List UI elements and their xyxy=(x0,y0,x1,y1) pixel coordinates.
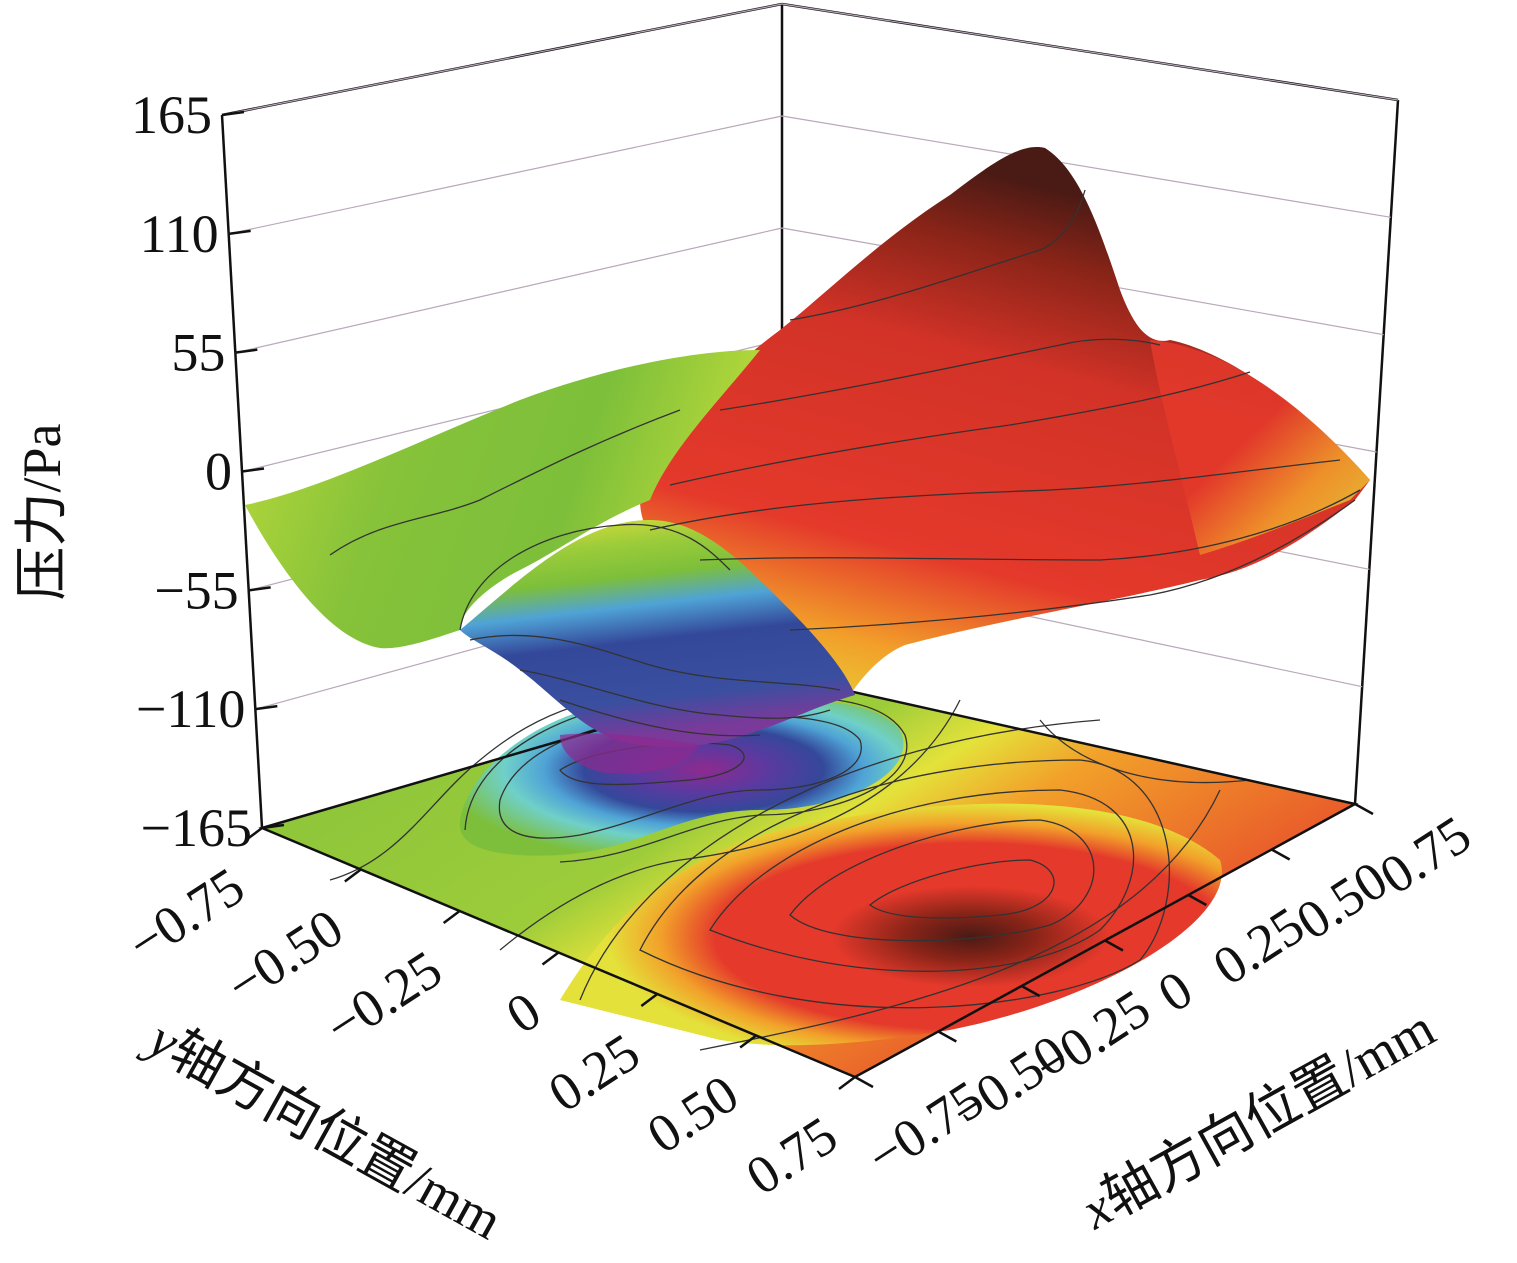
surface-left-plateau xyxy=(245,350,760,649)
z-tick-mark xyxy=(241,467,265,473)
contour-line xyxy=(789,189,1086,321)
wall-gridline xyxy=(228,115,783,235)
contour-line xyxy=(579,719,1101,1001)
contour-line xyxy=(459,523,731,631)
floor-peak-region xyxy=(560,803,1222,1046)
contour-line xyxy=(868,859,1055,919)
y-tick-mark xyxy=(838,1076,856,1090)
y-axis-title: y轴方向位置/mm xyxy=(135,1006,512,1251)
contour-line xyxy=(469,634,841,691)
x-tick-mark xyxy=(1104,939,1124,952)
contour-line xyxy=(649,459,1341,531)
contour-line xyxy=(639,759,1170,1009)
contour-line xyxy=(519,669,831,719)
x-tick-mark xyxy=(937,1030,957,1043)
z-tick-label: 55 xyxy=(171,323,225,383)
x-tick-mark xyxy=(1271,848,1291,861)
pressure-surface xyxy=(245,147,1370,774)
z-tick-mark xyxy=(248,586,271,592)
z-tick-label: −55 xyxy=(154,560,238,620)
surface-trough-bottom xyxy=(560,733,700,774)
contour-line xyxy=(329,409,681,556)
z-tick-mark xyxy=(221,110,245,117)
y-tick-mark xyxy=(640,993,659,1007)
y-axis-title-text: 轴方向位置/mm xyxy=(160,1020,512,1251)
contour-line xyxy=(699,489,1361,561)
contour-line xyxy=(464,695,908,863)
z-tick-label: −165 xyxy=(141,798,252,858)
surface-contours xyxy=(329,189,1361,737)
contour-line xyxy=(499,699,961,951)
floor-projection xyxy=(258,674,1359,1079)
contour-line xyxy=(559,699,761,737)
y-tick-mark xyxy=(442,910,461,924)
surface-right-shoulder xyxy=(1150,340,1370,555)
z-axis-title: 压力/Pa xyxy=(12,423,72,600)
z-tick-mark xyxy=(261,823,285,830)
z-tick-label: 0 xyxy=(205,442,232,502)
y-tick-label: 0.75 xyxy=(736,1105,848,1207)
x-tick-mark xyxy=(1021,984,1041,998)
x-tick-label: 0 xyxy=(1148,959,1203,1024)
z-tick-mark xyxy=(255,704,278,711)
contour-line xyxy=(789,499,1356,631)
y-tick-mark xyxy=(739,1034,757,1049)
z-tick-mark xyxy=(228,229,251,236)
wall-gridline xyxy=(781,115,1391,218)
x-tick-mark xyxy=(1187,893,1207,907)
surface-trough-wall xyxy=(460,520,855,747)
z-axis: 165 110 55 0 −55 −110 −165 xyxy=(131,85,285,858)
wall-gridline xyxy=(781,3,1399,101)
contour-line xyxy=(719,338,1161,411)
z-tick-mark xyxy=(235,348,258,354)
x-tick-mark xyxy=(1354,802,1374,816)
y-tick-label: 0.50 xyxy=(637,1063,749,1165)
wall-gridline xyxy=(221,3,783,116)
y-tick-mark xyxy=(245,827,263,841)
contour-line xyxy=(709,789,1135,972)
z-tick-label: −110 xyxy=(136,679,245,739)
y-tick-label: 0 xyxy=(496,980,551,1045)
x-tick-mark xyxy=(854,1075,874,1089)
contour-line xyxy=(669,371,1251,486)
z-tick-label: 165 xyxy=(131,85,212,145)
contour-line xyxy=(789,819,1095,942)
y-tick-mark xyxy=(344,868,362,883)
wall-gridline xyxy=(235,227,783,354)
z-tick-label: 110 xyxy=(140,204,219,264)
y-tick-label: 0.25 xyxy=(538,1022,650,1124)
y-tick-mark xyxy=(541,951,560,966)
contour-line xyxy=(699,789,1221,1051)
